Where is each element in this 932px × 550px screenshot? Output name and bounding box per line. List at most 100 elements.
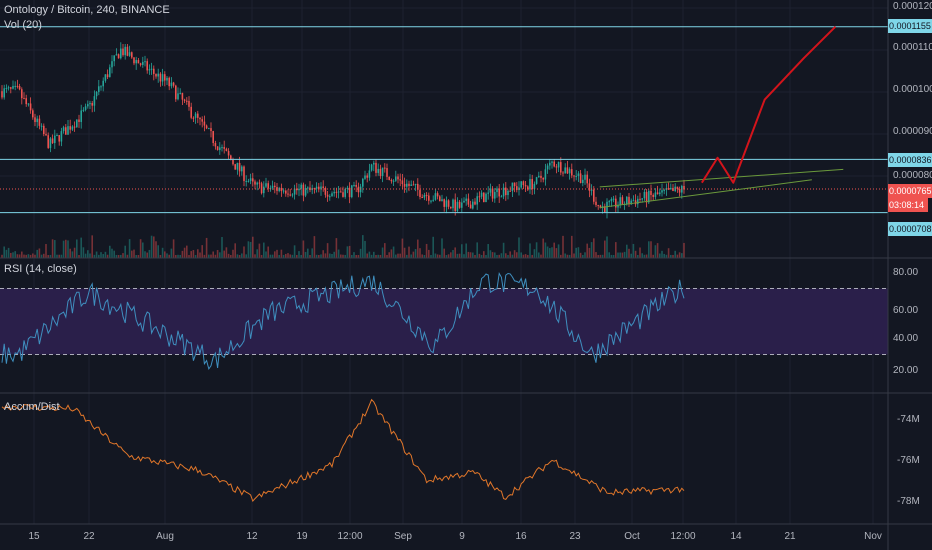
volume-bar <box>465 243 467 258</box>
volume-bar <box>606 236 608 258</box>
volume-bar <box>645 254 648 258</box>
volume-bar <box>58 254 60 258</box>
volume-bar <box>21 251 23 258</box>
volume-bar <box>34 254 36 258</box>
volume-bar <box>524 254 527 258</box>
candle-body <box>29 103 32 111</box>
volume-bar <box>230 254 232 258</box>
volume-bar <box>582 254 584 258</box>
candle-body <box>452 199 454 209</box>
candle-body <box>489 188 492 193</box>
candle-body <box>439 196 441 202</box>
candle-body <box>626 196 628 205</box>
volume-bar <box>507 254 509 258</box>
volume-bar <box>379 254 382 258</box>
candle-body <box>67 126 69 135</box>
candle-body <box>531 178 533 190</box>
candle-body <box>179 92 181 94</box>
candle-body <box>553 161 555 167</box>
volume-bar <box>498 254 500 258</box>
volume-bar <box>601 254 604 258</box>
candle-body <box>480 192 483 197</box>
volume-bar <box>296 254 298 258</box>
volume-bar <box>293 245 296 258</box>
volume-bar <box>45 244 47 258</box>
candle-body <box>472 201 474 209</box>
volume-bar <box>329 253 331 258</box>
volume-bar <box>641 253 643 258</box>
time-tick: 22 <box>83 531 95 542</box>
volume-bar <box>27 254 30 258</box>
candle-body <box>208 128 210 130</box>
candle-body <box>135 60 137 64</box>
candle-body <box>634 200 637 205</box>
volume-bar <box>164 251 166 258</box>
volume-bar <box>586 243 588 258</box>
volume-bar <box>676 254 679 258</box>
candle-body <box>161 74 164 82</box>
volume-bar <box>80 237 82 258</box>
candle-body <box>89 103 91 105</box>
volume-bar <box>531 254 533 258</box>
candle-body <box>23 98 25 100</box>
candle-body <box>388 176 390 180</box>
candle-body <box>487 192 489 194</box>
volume-bar <box>14 251 16 258</box>
candle-body <box>293 188 296 195</box>
candle-body <box>483 192 485 203</box>
volume-bar <box>76 239 78 258</box>
candle-body <box>5 88 8 90</box>
candle-body <box>133 57 135 64</box>
candle-body <box>177 93 179 100</box>
candle-body <box>555 166 558 168</box>
candle-body <box>496 188 498 193</box>
candle-body <box>144 61 146 63</box>
candle-body <box>302 184 305 196</box>
volume-bar <box>392 246 395 258</box>
volume-bar <box>113 250 115 258</box>
rsi-label[interactable]: RSI (14, close) <box>4 263 77 275</box>
candle-body <box>269 187 272 189</box>
candle-body <box>188 100 190 107</box>
volume-bar <box>454 247 456 258</box>
volume-bar <box>247 241 250 258</box>
candle-body <box>656 192 659 195</box>
candle-body <box>366 175 368 178</box>
candle-body <box>434 193 437 200</box>
candle-body <box>533 183 536 190</box>
candle-body <box>300 184 302 189</box>
volume-bar <box>71 251 74 258</box>
volume-bar <box>373 251 375 258</box>
volume-bar <box>390 249 393 258</box>
candle-body <box>84 106 87 110</box>
volume-label[interactable]: Vol (20) <box>4 19 42 31</box>
candle-body <box>362 178 364 187</box>
volume-bar <box>199 252 201 258</box>
volume-bar <box>137 255 140 258</box>
candle-body <box>516 186 518 191</box>
countdown-tag: 03:08:14 <box>888 198 928 212</box>
time-tick: Aug <box>156 531 174 542</box>
ad-tick: -78M <box>897 496 920 507</box>
symbol-title[interactable]: Ontology / Bitcoin, 240, BINANCE <box>4 4 170 16</box>
candle-body <box>313 188 316 190</box>
candle-body <box>619 197 621 206</box>
candle-body <box>670 187 672 190</box>
volume-bar <box>78 254 80 258</box>
volume-bar <box>403 247 406 258</box>
volume-bar <box>672 254 674 258</box>
volume-bar <box>56 254 58 258</box>
accum-dist-label[interactable]: Accum/Dist <box>4 401 60 413</box>
volume-bar <box>549 248 551 258</box>
volume-bar <box>172 239 175 258</box>
volume-bars <box>1 235 685 258</box>
candle-body <box>395 176 397 181</box>
time-tick: 9 <box>459 531 465 542</box>
candle-body <box>170 82 173 87</box>
volume-bar <box>249 241 252 258</box>
volume-bar <box>29 254 32 258</box>
volume-bar <box>643 254 646 258</box>
volume-bar <box>304 251 307 258</box>
candle-body <box>469 204 472 209</box>
